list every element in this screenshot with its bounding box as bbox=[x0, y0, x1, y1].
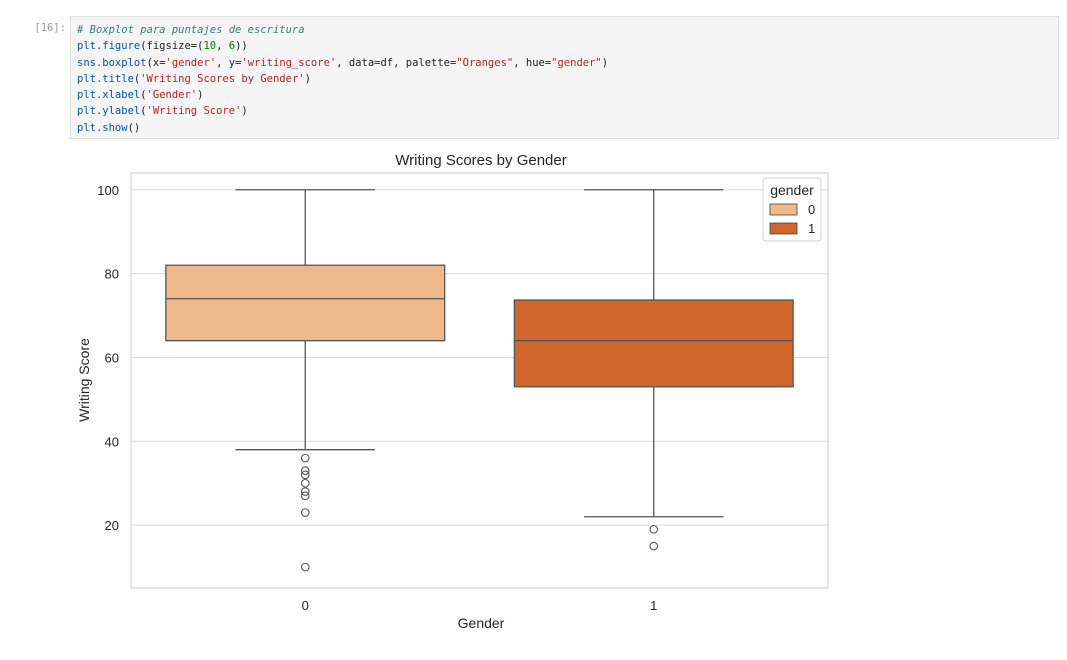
outlier-point bbox=[300, 491, 310, 501]
outlier-point bbox=[300, 562, 310, 572]
y-axis-label: Writing Score bbox=[76, 338, 92, 422]
code-editor[interactable]: # Boxplot para puntajes de escritura plt… bbox=[77, 22, 608, 136]
outlier-point bbox=[300, 466, 310, 475]
x-tick-label: 1 bbox=[650, 598, 657, 613]
outlier-point bbox=[649, 524, 659, 534]
chart-title: Writing Scores by Gender bbox=[395, 152, 566, 169]
x-tick-label: 0 bbox=[302, 598, 309, 613]
iqr-box bbox=[165, 264, 446, 342]
outlier-point bbox=[649, 541, 659, 551]
plot-frame bbox=[130, 172, 829, 589]
outlier-point bbox=[300, 508, 310, 517]
iqr-box bbox=[513, 299, 794, 388]
legend-label-1: 1 bbox=[808, 221, 815, 236]
code-line: plt.show() bbox=[77, 121, 141, 134]
box-group-0 bbox=[165, 189, 446, 572]
y-tick-label: 20 bbox=[105, 518, 119, 533]
legend-title: gender bbox=[770, 182, 814, 198]
cell-prompt: [16]: bbox=[34, 22, 66, 34]
outlier-point bbox=[300, 470, 310, 480]
y-tick-label: 40 bbox=[105, 434, 119, 449]
legend-swatch-1 bbox=[769, 222, 798, 235]
y-tick-label: 100 bbox=[97, 183, 119, 198]
legend-label-0: 0 bbox=[808, 202, 815, 217]
y-tick-label: 60 bbox=[105, 350, 119, 365]
legend-swatch-0 bbox=[769, 203, 798, 216]
code-cell-input[interactable]: # Boxplot para puntajes de escritura plt… bbox=[70, 16, 1059, 139]
code-line: plt.xlabel('Gender') bbox=[77, 89, 204, 102]
outlier-point bbox=[300, 487, 310, 496]
code-line: sns.boxplot(x='gender', y='writing_score… bbox=[77, 56, 609, 69]
outlier-point bbox=[300, 478, 310, 488]
code-line: # Boxplot para puntajes de escritura bbox=[77, 24, 305, 36]
code-line: plt.title('Writing Scores by Gender') bbox=[77, 72, 311, 85]
legend: gender 0 1 bbox=[762, 177, 822, 242]
code-comment: # Boxplot para puntajes de escritura bbox=[77, 24, 305, 36]
box-group-1 bbox=[513, 189, 794, 551]
y-tick-label: 80 bbox=[105, 267, 119, 282]
code-line: plt.ylabel('Writing Score') bbox=[77, 105, 248, 118]
x-axis-label: Gender bbox=[458, 615, 505, 631]
outlier-point bbox=[300, 453, 310, 463]
code-line: plt.figure(figsize=(10, 6)) bbox=[77, 40, 248, 53]
